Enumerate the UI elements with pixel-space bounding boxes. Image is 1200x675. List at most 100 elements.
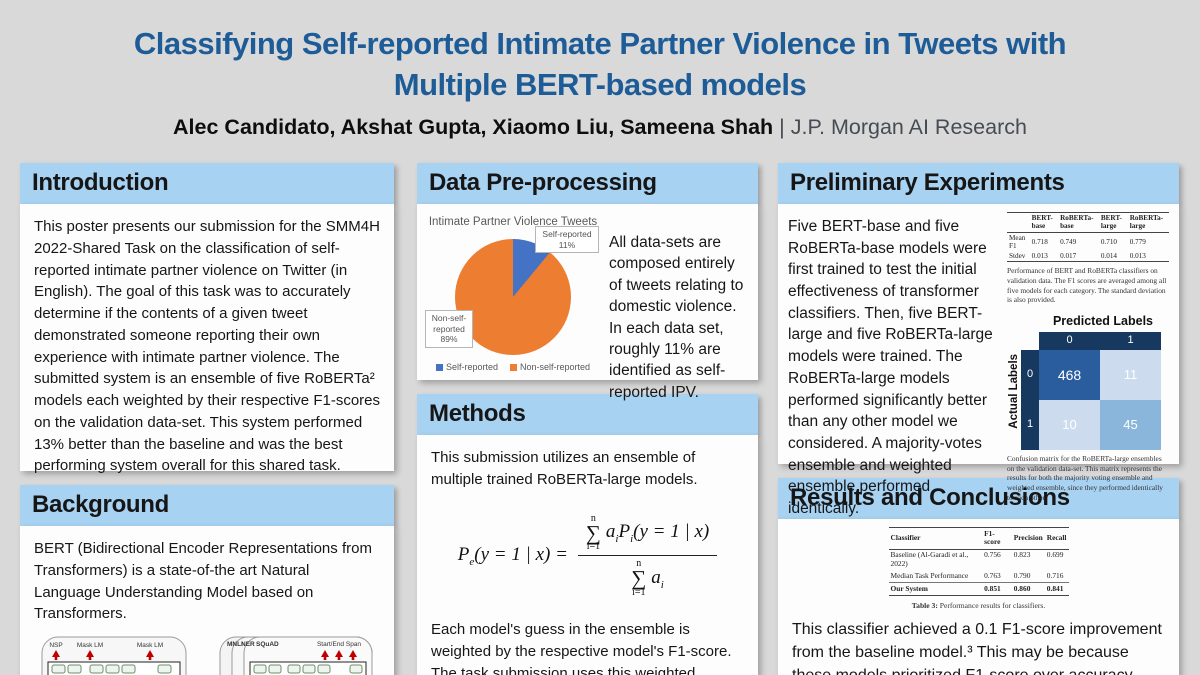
results-body: Classifier F1-score Precision Recall Bas… bbox=[778, 519, 1179, 675]
ensemble-formula: Pe(y = 1 | x) = n ∑ i=1 aiPi(y = 1 | x) bbox=[431, 511, 744, 602]
formula-p: P bbox=[457, 544, 470, 566]
section-methods: Methods This submission utilizes an ense… bbox=[417, 394, 758, 675]
diagram-label-masklm1: Mask LM bbox=[77, 642, 103, 649]
col-header: Recall bbox=[1044, 527, 1069, 550]
confusion-cell-1-1: 45 bbox=[1100, 400, 1161, 451]
sum-lower: i=1 bbox=[586, 541, 601, 553]
row-label: Stdev bbox=[1007, 251, 1030, 263]
introduction-text: This poster presents our submission for … bbox=[34, 218, 380, 475]
formula-fraction: n ∑ i=1 aiPi(y = 1 | x) n ∑ bbox=[577, 511, 718, 602]
formula-numerator: n ∑ i=1 aiPi(y = 1 | x) bbox=[577, 511, 718, 557]
section-header-preliminary-experiments: Preliminary Experiments bbox=[778, 163, 1179, 204]
formula-lhs-args: (y = 1 | x) bbox=[474, 544, 551, 566]
pie-callout-self-reported: Self-reported 11% bbox=[535, 226, 599, 254]
red-up-arrows-right bbox=[321, 650, 357, 660]
cell: 0.710 bbox=[1100, 237, 1117, 246]
background-body: BERT (Bidirectional Encoder Representati… bbox=[20, 526, 394, 675]
confusion-corner bbox=[1021, 332, 1039, 350]
f1-results-table: BERT-base RoBERTa-base BERT-large RoBERT… bbox=[1007, 212, 1169, 263]
confusion-col-header-1: 1 bbox=[1100, 332, 1161, 351]
confusion-row-header-1: 1 bbox=[1021, 400, 1039, 451]
table-row: Our System 0.851 0.860 0.841 bbox=[888, 582, 1069, 597]
poster-title: Classifying Self-reported Intimate Partn… bbox=[0, 24, 1200, 106]
cell: 0.841 bbox=[1044, 582, 1069, 597]
data-preprocessing-text: All data-sets are composed entirely of t… bbox=[609, 234, 744, 401]
confusion-cell-0-0: 468 bbox=[1039, 350, 1100, 401]
performance-results-table: Classifier F1-score Precision Recall Bas… bbox=[888, 527, 1069, 597]
sigma-glyph: ∑ bbox=[585, 520, 601, 545]
row-label: Mean F1 bbox=[1009, 233, 1026, 250]
cell: 0.790 bbox=[1013, 571, 1031, 580]
cell: 0.851 bbox=[982, 582, 1012, 597]
section-header-methods: Methods bbox=[417, 394, 758, 435]
formula-p-sub: e bbox=[469, 555, 475, 568]
cell: 0.699 bbox=[1046, 550, 1064, 560]
den-a-sub: i bbox=[660, 578, 664, 591]
section-header-data-preprocessing: Data Pre-processing bbox=[417, 163, 758, 204]
diagram-label-masklm2: Mask LM bbox=[137, 642, 163, 649]
caption-label: Table 3: bbox=[911, 601, 938, 611]
section-introduction: Introduction This poster presents our su… bbox=[20, 163, 394, 474]
col-header: BERT-base bbox=[1029, 212, 1059, 233]
num-args: (y = 1 | x) bbox=[633, 521, 710, 543]
pie-chart-title: Intimate Partner Violence Tweets bbox=[428, 216, 598, 228]
row-label: Our System bbox=[888, 582, 983, 597]
formula-equals: = bbox=[555, 544, 568, 566]
token-row-top-left bbox=[51, 664, 172, 674]
table-row: Baseline (Al-Garadi et al., 2022) 0.756 … bbox=[889, 549, 1069, 570]
methods-intro-text: This submission utilizes an ensemble of … bbox=[431, 449, 698, 488]
num-p-sub: i bbox=[630, 532, 634, 545]
confusion-matrix: Actual Labels 0 1 0 468 11 1 10 45 bbox=[1007, 332, 1169, 451]
diagram-label-squad: SQuAD bbox=[256, 641, 279, 648]
cell: 0.017 bbox=[1058, 251, 1099, 263]
cell: 0.823 bbox=[1013, 550, 1031, 560]
diagram-label-startend: Start/End Span bbox=[317, 641, 361, 648]
diagram-label-ner: NER bbox=[241, 641, 255, 648]
poster-title-line2: Multiple BERT-based models bbox=[393, 66, 807, 102]
cell: 0.749 bbox=[1060, 237, 1077, 246]
results-text: This classifier achieved a 0.1 F1-score … bbox=[792, 621, 1162, 675]
sum-upper: n bbox=[590, 512, 596, 524]
cell: 0.013 bbox=[1029, 251, 1059, 263]
section-header-results-conclusions: Results and Conclusions bbox=[778, 478, 1179, 519]
red-up-arrows-left bbox=[52, 650, 154, 660]
formula-lhs: Pe(y = 1 | x) = bbox=[458, 541, 568, 571]
affiliation: | J.P. Morgan AI Research bbox=[779, 114, 1027, 139]
table-row: Mean F1 0.718 0.749 0.710 0.779 bbox=[1007, 232, 1169, 251]
background-text: BERT (Bidirectional Encoder Representati… bbox=[34, 540, 372, 623]
column-right: Preliminary Experiments Five BERT-base a… bbox=[778, 163, 1179, 675]
column-left: Introduction This poster presents our su… bbox=[20, 163, 394, 675]
legend-item-non-self-reported: Non-self-reported bbox=[510, 361, 590, 374]
cell: 0.779 bbox=[1129, 237, 1146, 246]
num-p: P bbox=[618, 521, 631, 543]
introduction-body: This poster presents our submission for … bbox=[20, 204, 394, 474]
denominator-expr: ai bbox=[651, 564, 664, 594]
col-header: RoBERTa-base bbox=[1058, 212, 1099, 233]
col-header: Classifier bbox=[888, 527, 983, 550]
cell: 0.014 bbox=[1098, 251, 1128, 263]
empty-header bbox=[1007, 212, 1030, 233]
cell: 0.756 bbox=[984, 550, 1001, 560]
methods-body: This submission utilizes an ensemble of … bbox=[417, 435, 758, 675]
confusion-col-header-0: 0 bbox=[1039, 332, 1100, 351]
diagram-label-mnli: MNLI bbox=[227, 641, 243, 648]
cell: 0.013 bbox=[1127, 251, 1169, 263]
data-preprocessing-body: Intimate Partner Violence Tweets Self-re… bbox=[417, 204, 758, 401]
poster-header: Classifying Self-reported Intimate Partn… bbox=[0, 0, 1200, 140]
confusion-predicted-label: Predicted Labels bbox=[1052, 313, 1154, 328]
row-label: Baseline (Al-Garadi et al., 2022) bbox=[890, 550, 969, 569]
legend-item-self-reported: Self-reported bbox=[435, 361, 498, 374]
den-a: a bbox=[651, 566, 661, 588]
pie-legend: Self-reported Non-self-reported bbox=[425, 361, 601, 374]
num-a-sub: i bbox=[615, 532, 619, 545]
diagram-label-nsp: NSP bbox=[49, 642, 62, 649]
methods-outro-text: Each model's guess in the ensemble is we… bbox=[431, 621, 732, 675]
preliminary-text: Five BERT-base and five RoBERTa-base mod… bbox=[788, 218, 993, 517]
confusion-actual-label: Actual Labels bbox=[1007, 332, 1021, 450]
poster-title-line1: Classifying Self-reported Intimate Partn… bbox=[133, 26, 1067, 61]
confusion-cell-0-1: 11 bbox=[1100, 350, 1161, 401]
numerator-expr: aiPi(y = 1 | x) bbox=[606, 518, 709, 548]
cell: 0.716 bbox=[1046, 571, 1064, 580]
section-results-conclusions: Results and Conclusions Classifier F1-sc… bbox=[778, 478, 1179, 675]
authors-names: Alec Candidato, Akshat Gupta, Xiaomo Liu… bbox=[173, 114, 774, 139]
